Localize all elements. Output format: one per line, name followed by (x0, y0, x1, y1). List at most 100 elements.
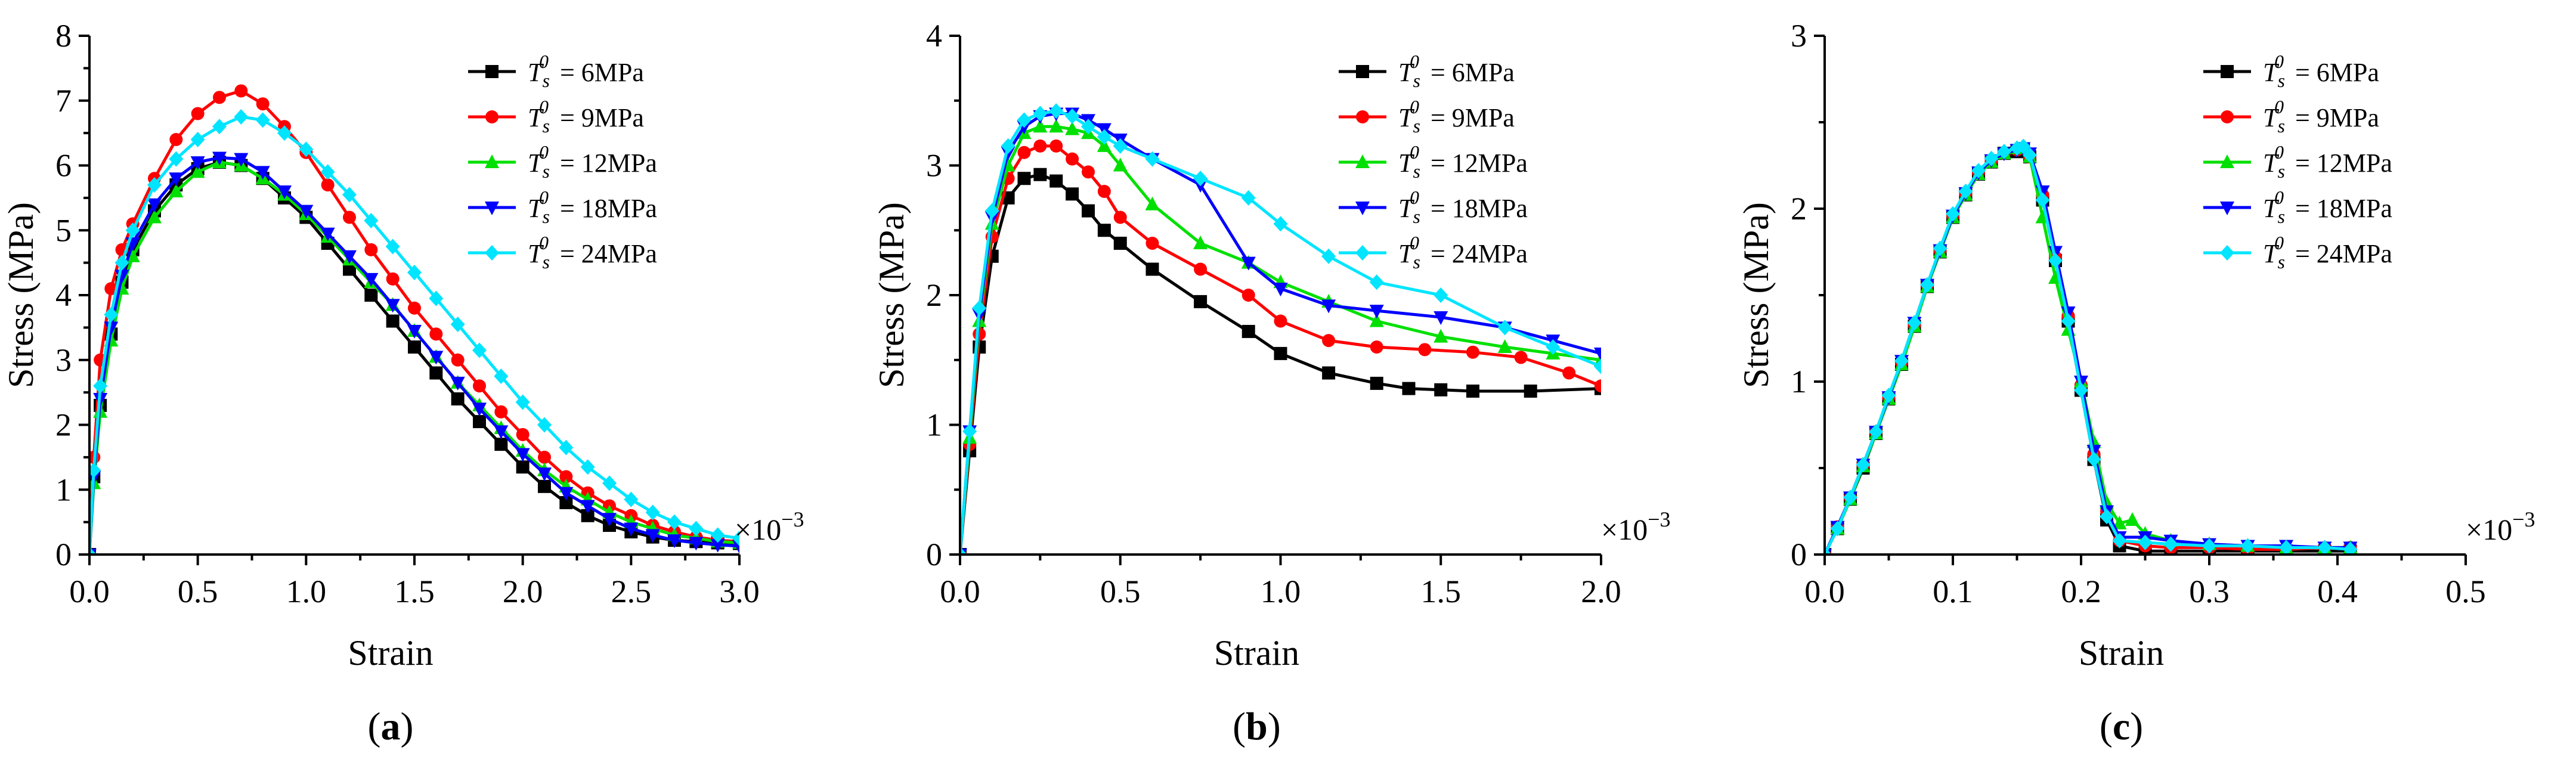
data-point (1241, 289, 1255, 302)
x-multiplier: ×10−3 (1601, 507, 1671, 546)
data-point (2112, 515, 2127, 529)
data-point (1434, 383, 1448, 397)
legend-marker (485, 110, 499, 123)
data-point (984, 203, 999, 219)
data-point (2035, 192, 2050, 208)
data-point (104, 306, 119, 323)
data-point (732, 530, 739, 546)
data-point (1001, 138, 1015, 154)
y-tick-label: 0 (1791, 537, 1807, 572)
data-point (602, 513, 617, 527)
data-point (408, 301, 421, 315)
data-point (212, 119, 227, 135)
legend-entry: Ts0 = 6MPa (1398, 51, 1515, 91)
y-tick-label: 4 (926, 18, 942, 54)
data-point (1113, 157, 1128, 172)
x-tick-label: 1.5 (1421, 574, 1462, 609)
data-point (710, 527, 725, 543)
data-point (710, 538, 725, 553)
x-tick-label: 0.5 (2445, 574, 2486, 609)
data-point (581, 509, 595, 522)
data-point (385, 299, 400, 313)
data-point (494, 438, 508, 451)
data-point (1594, 358, 1601, 374)
data-point (147, 209, 162, 224)
data-point (538, 450, 551, 464)
data-point (2138, 534, 2153, 550)
data-point (494, 405, 508, 419)
data-point (1524, 384, 1537, 398)
data-point (1049, 103, 1064, 119)
data-point (2279, 540, 2293, 555)
data-point (1514, 351, 1528, 364)
panel-label: (c) (2100, 705, 2143, 748)
data-point (1594, 379, 1601, 393)
data-point (1113, 237, 1127, 250)
data-point (408, 340, 421, 354)
legend-entry: Ts0 = 9MPa (1398, 96, 1515, 137)
data-point (114, 255, 129, 271)
x-axis-title: Strain (348, 633, 433, 673)
data-point (1321, 248, 1336, 264)
legend-marker (485, 65, 499, 78)
data-point (2240, 538, 2255, 554)
y-tick-label: 3 (1791, 18, 1807, 54)
data-point (1145, 196, 1160, 210)
data-point (1369, 305, 1384, 319)
data-point (169, 184, 184, 197)
data-point (147, 198, 162, 212)
data-point (538, 479, 551, 493)
data-point (89, 547, 97, 555)
data-point (299, 141, 314, 157)
data-point (1370, 340, 1383, 354)
chart-panel-a: 0.0 0.5 1.0 1.5 2.0 2.5 3.0 0 1 2 3 4 5 6 7 8 Strain Stre… (1, 18, 804, 748)
data-point (169, 151, 184, 167)
data-point (1466, 345, 1479, 359)
data-point (1017, 112, 1032, 128)
data-point (1097, 185, 1111, 198)
data-point (386, 272, 400, 286)
x-axis-title: Strain (1214, 633, 1299, 673)
data-point (234, 109, 249, 125)
data-point (1984, 150, 1999, 166)
x-tick-label: 0.4 (2317, 574, 2358, 609)
data-point (277, 185, 292, 199)
data-point (1145, 262, 1159, 276)
data-point (386, 314, 400, 328)
data-point (93, 378, 108, 394)
data-point (2061, 313, 2076, 329)
legend-entry: Ts0 = 24MPa (1398, 232, 1528, 272)
data-point (255, 166, 270, 180)
data-point (1321, 299, 1336, 314)
y-axis-title: Stress (MPa) (1, 202, 41, 388)
data-point (125, 222, 140, 239)
data-point (364, 272, 379, 287)
x-tick-label: 0.1 (1933, 574, 1973, 609)
data-point (1097, 138, 1111, 152)
data-point (1497, 339, 1512, 353)
legend-entry: Ts0 = 6MPa (528, 51, 644, 91)
legend-marker (2221, 110, 2234, 123)
legend-marker (1355, 202, 1370, 215)
data-point (667, 514, 682, 530)
panel-label: (a) (368, 705, 414, 748)
x-multiplier: ×10−3 (2466, 507, 2535, 546)
data-point (1830, 521, 1845, 537)
data-point (1017, 172, 1031, 185)
legend-entry: Ts0 = 18MPa (1398, 187, 1528, 227)
data-point (1997, 144, 2011, 160)
chart-panel-b: 0.0 0.5 1.0 1.5 2.0 0 1 2 3 4 Strain Stress (MPa) ×1… (872, 18, 1671, 748)
data-point (1894, 353, 1909, 369)
data-point (1369, 274, 1384, 290)
data-point (342, 250, 357, 264)
data-point (255, 112, 270, 128)
data-point (1033, 106, 1048, 122)
data-point (1433, 287, 1448, 303)
x-tick-label: 0.3 (2189, 574, 2230, 609)
data-point (1097, 224, 1111, 237)
data-point (1933, 240, 1948, 256)
legend-marker (485, 202, 499, 215)
y-tick-label: 4 (55, 277, 72, 313)
